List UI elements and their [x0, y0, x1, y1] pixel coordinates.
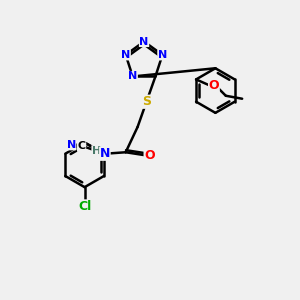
Text: Cl: Cl [78, 200, 91, 213]
Text: N: N [67, 140, 76, 150]
Text: S: S [142, 95, 151, 108]
Text: O: O [144, 149, 155, 162]
Text: C: C [78, 141, 86, 151]
Text: H: H [92, 146, 101, 156]
Text: N: N [128, 71, 137, 82]
Text: O: O [208, 79, 219, 92]
Text: N: N [158, 50, 167, 60]
Text: N: N [140, 37, 149, 46]
Text: N: N [100, 147, 110, 160]
Text: N: N [121, 50, 130, 60]
